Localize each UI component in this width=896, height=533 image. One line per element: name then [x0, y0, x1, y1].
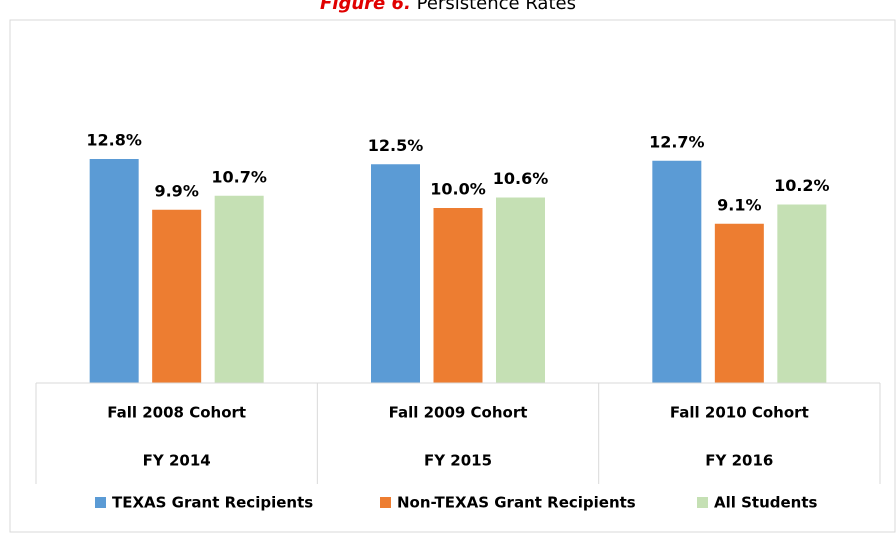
value-label: 10.6%	[493, 169, 549, 188]
chart-frame	[9, 19, 896, 533]
legend-swatch	[697, 497, 708, 508]
value-label: 10.0%	[430, 180, 486, 199]
value-label: 10.7%	[211, 167, 267, 186]
x-subtick-label: FY 2014	[143, 452, 211, 470]
value-label: 9.1%	[717, 195, 761, 214]
x-tick-label: Fall 2010 Cohort	[670, 404, 809, 422]
x-subtick-label: FY 2016	[705, 452, 773, 470]
legend-swatch	[380, 497, 391, 508]
title-label: Figure 6.	[320, 0, 411, 14]
bar	[214, 195, 264, 383]
value-label: 10.2%	[774, 176, 830, 195]
x-subtick-label: FY 2015	[424, 452, 492, 470]
bar	[433, 208, 483, 383]
value-label: 9.9%	[154, 181, 198, 200]
value-label: 12.7%	[649, 132, 705, 151]
x-tick-label: Fall 2009 Cohort	[389, 404, 528, 422]
bar	[89, 159, 139, 383]
bar	[371, 164, 420, 383]
value-label: 12.5%	[368, 136, 424, 155]
legend-swatch	[95, 497, 106, 508]
chart-title: Figure 6. Persistence Rates	[320, 0, 576, 14]
bar	[152, 209, 202, 383]
title-text: Persistence Rates	[417, 0, 576, 14]
bar	[777, 204, 827, 383]
bar	[496, 197, 545, 383]
bar	[652, 160, 702, 383]
bar	[714, 223, 764, 383]
legend-label: All Students	[714, 494, 818, 512]
legend-label: TEXAS Grant Recipients	[112, 494, 313, 512]
legend-label: Non-TEXAS Grant Recipients	[397, 494, 636, 512]
x-tick-label: Fall 2008 Cohort	[107, 404, 246, 422]
value-label: 12.8%	[86, 131, 142, 150]
